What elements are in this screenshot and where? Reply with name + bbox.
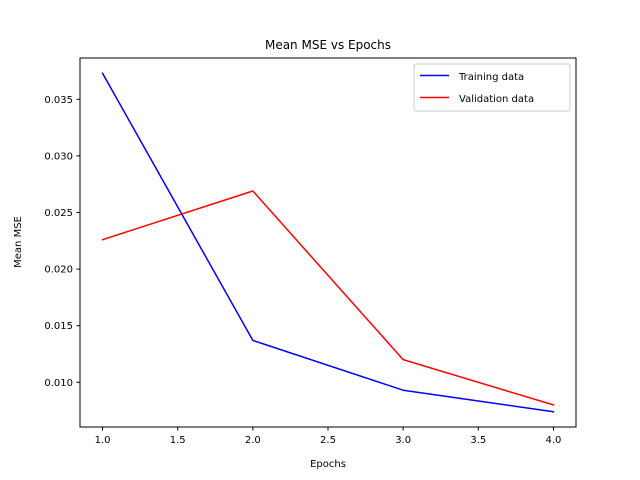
- x-tick-label: 3.0: [395, 435, 411, 446]
- x-tick-label: 2.5: [320, 435, 336, 446]
- x-tick-label: 1.0: [95, 435, 111, 446]
- y-tick-label: 0.030: [44, 151, 73, 162]
- y-axis-title: Mean MSE: [13, 216, 24, 268]
- y-tick-label: 0.025: [44, 208, 73, 219]
- x-axis-title: Epochs: [310, 459, 346, 470]
- chart-title: Mean MSE vs Epochs: [265, 38, 391, 52]
- x-axis: 1.0 1.5 2.0 2.5 3.0 3.5 4.0: [95, 427, 562, 446]
- y-tick-label: 0.015: [44, 321, 73, 332]
- legend-label-training: Training data: [458, 72, 524, 83]
- legend-label-validation: Validation data: [459, 94, 534, 105]
- series-line-validation: [101, 190, 555, 406]
- y-axis: 0.010 0.015 0.020 0.025 0.030 0.035: [44, 95, 80, 389]
- legend-box: [413, 63, 571, 112]
- x-tick-label: 4.0: [546, 435, 562, 446]
- x-tick-label: 3.5: [470, 435, 486, 446]
- y-tick-label: 0.010: [44, 378, 73, 389]
- series-line-training: [101, 72, 555, 413]
- y-tick-label: 0.020: [44, 265, 73, 276]
- plot-area: [101, 72, 555, 413]
- x-tick-label: 1.5: [170, 435, 186, 446]
- y-tick-label: 0.035: [44, 95, 73, 106]
- legend: Training data Validation data: [413, 63, 571, 112]
- x-tick-label: 2.0: [245, 435, 261, 446]
- plot-frame: [79, 57, 577, 428]
